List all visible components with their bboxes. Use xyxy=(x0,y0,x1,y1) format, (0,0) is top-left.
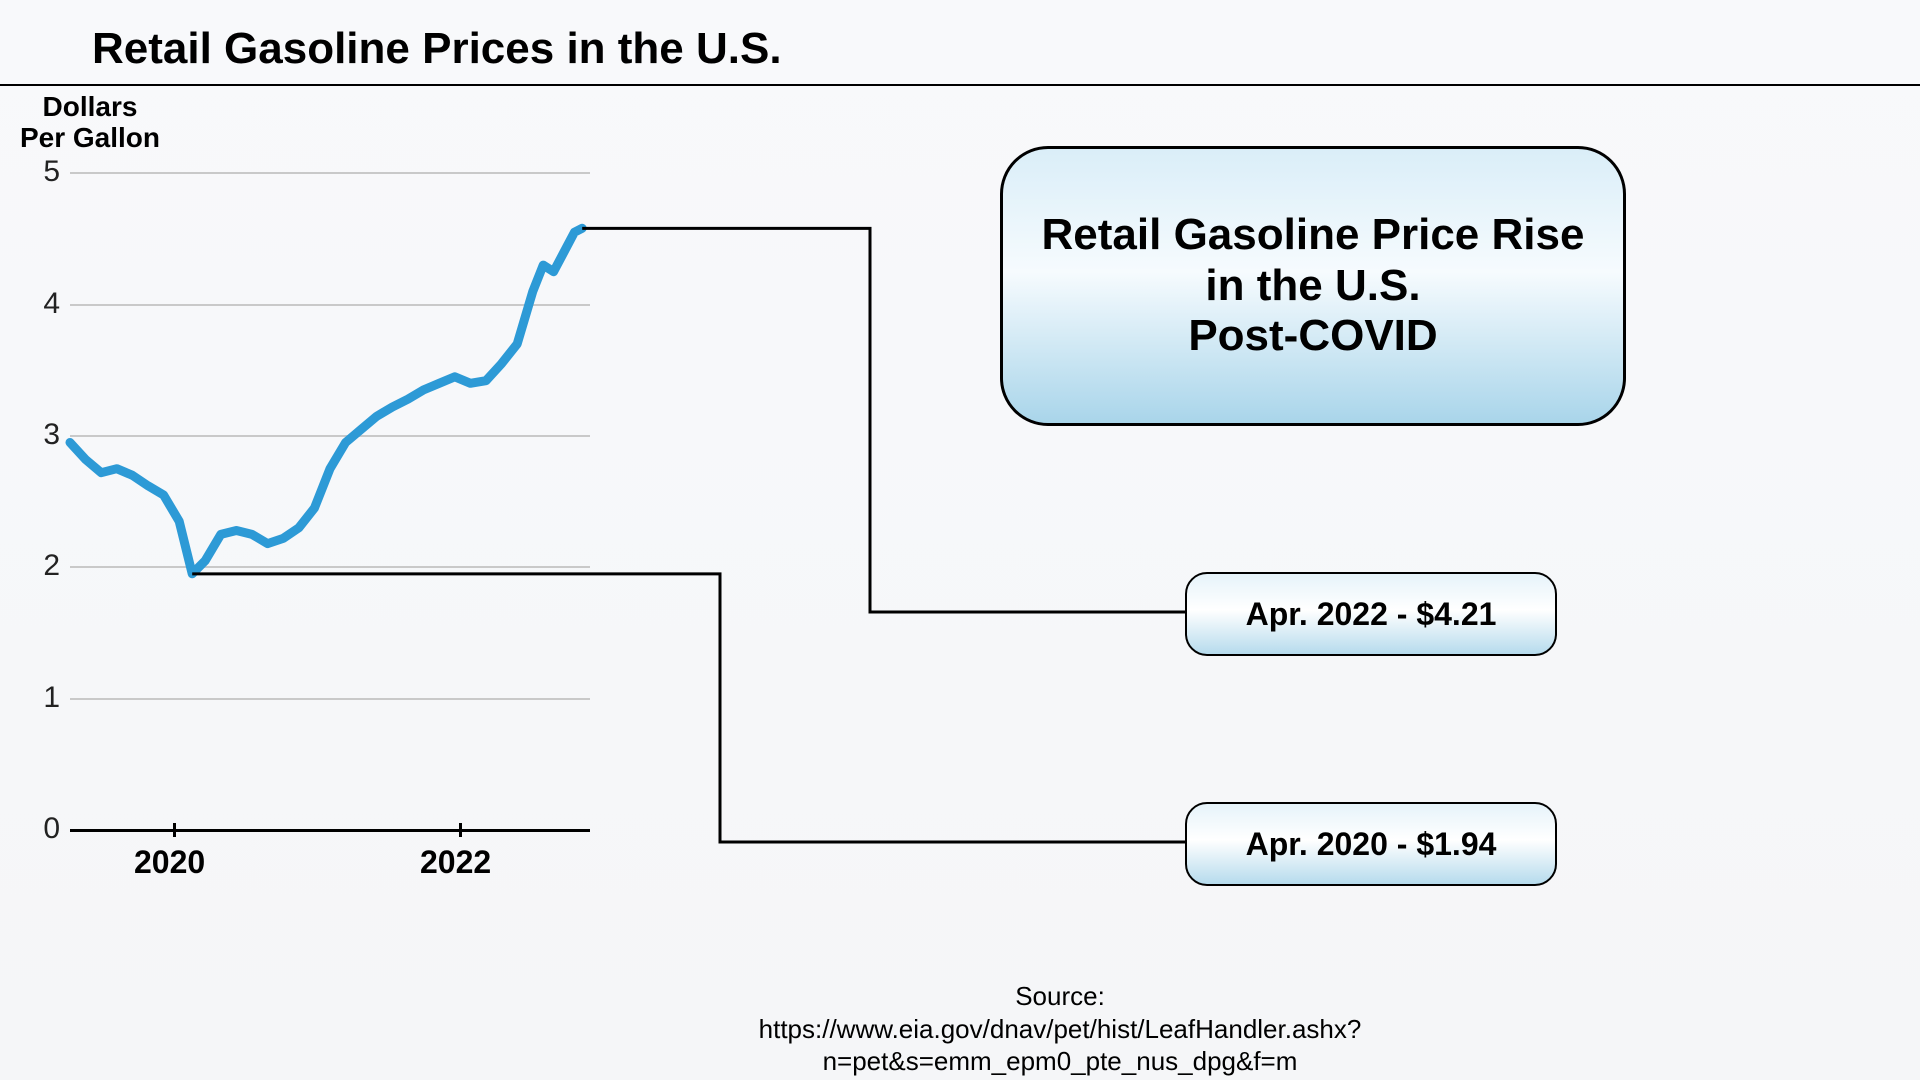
chart-title: Retail Gasoline Prices in the U.S. xyxy=(92,24,782,74)
price-line-series xyxy=(70,228,582,574)
title-underline xyxy=(0,84,1920,86)
y-axis-label: Dollars Per Gallon xyxy=(10,92,170,154)
x-tick-mark xyxy=(459,823,462,837)
gridline xyxy=(70,698,590,700)
callout-price-2022: Apr. 2022 - $4.21 xyxy=(1185,572,1557,656)
x-tick-label: 2022 xyxy=(420,844,491,881)
svg-overlay xyxy=(0,0,1920,1080)
x-axis xyxy=(70,829,590,832)
callout-price-2020: Apr. 2020 - $1.94 xyxy=(1185,802,1557,886)
callout-price-2020-text: Apr. 2020 - $1.94 xyxy=(1246,826,1497,863)
x-tick-mark xyxy=(173,823,176,837)
y-tick-label: 0 xyxy=(20,812,60,846)
y-tick-label: 3 xyxy=(20,418,60,452)
x-tick-label: 2020 xyxy=(134,844,205,881)
callout-main-line3: Post-COVID xyxy=(1188,311,1437,360)
source-citation: Source: https://www.eia.gov/dnav/pet/his… xyxy=(560,980,1560,1078)
y-tick-label: 2 xyxy=(20,549,60,583)
gridline xyxy=(70,304,590,306)
callout-main: Retail Gasoline Price Rise in the U.S. P… xyxy=(1000,146,1626,426)
callout-main-line1: Retail Gasoline Price Rise xyxy=(1042,210,1585,259)
source-url: https://www.eia.gov/dnav/pet/hist/LeafHa… xyxy=(759,1014,1362,1077)
source-label: Source: xyxy=(1015,981,1105,1011)
connector-line xyxy=(192,574,1185,842)
y-tick-label: 1 xyxy=(20,681,60,715)
y-axis-label-line2: Per Gallon xyxy=(20,122,160,153)
y-axis-label-line1: Dollars xyxy=(43,91,138,122)
y-tick-label: 4 xyxy=(20,287,60,321)
gridline xyxy=(70,566,590,568)
callout-main-line2: in the U.S. xyxy=(1205,261,1420,310)
callout-price-2022-text: Apr. 2022 - $4.21 xyxy=(1246,596,1497,633)
gridline xyxy=(70,172,590,174)
y-tick-label: 5 xyxy=(20,155,60,189)
gridline xyxy=(70,435,590,437)
